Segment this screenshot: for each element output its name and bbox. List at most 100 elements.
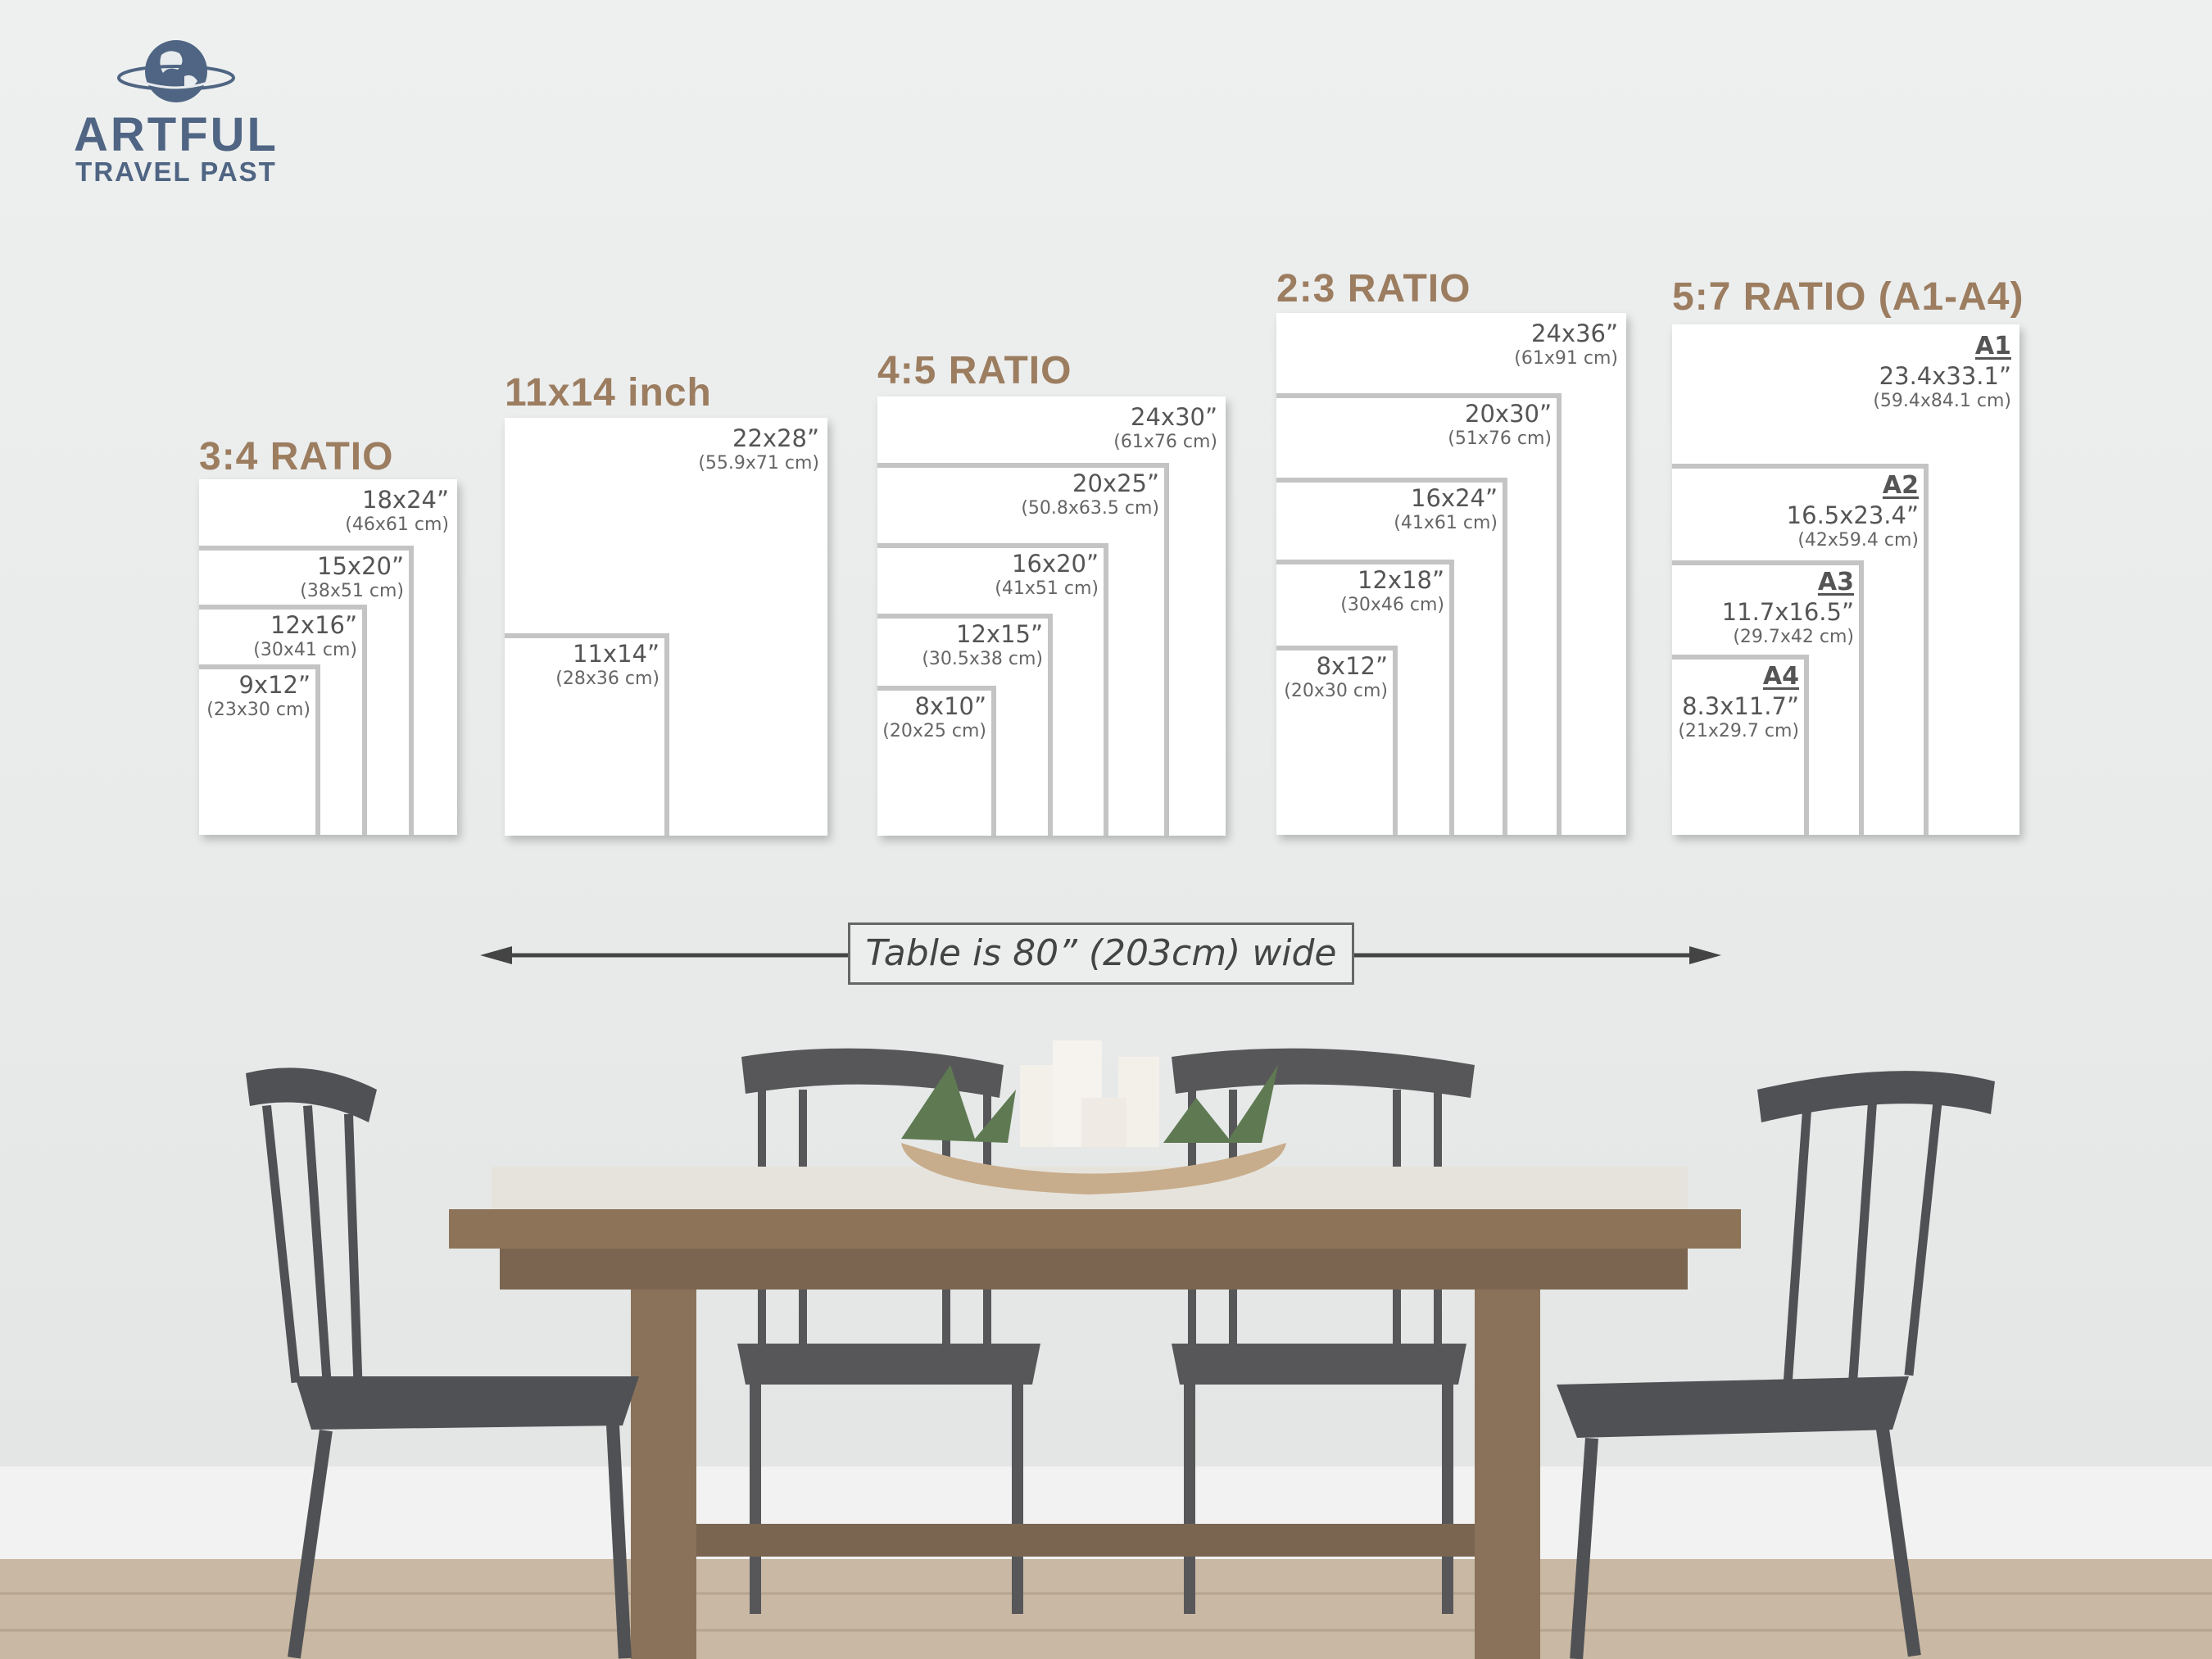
logo-line-1: ARTFUL <box>74 108 279 161</box>
size-label: 22x28” (55.9x71 cm) <box>698 424 819 475</box>
size-label: 15x20” (38x51 cm) <box>300 552 404 603</box>
size-cm: (61x91 cm) <box>1514 348 1618 369</box>
print-size-outline <box>877 463 1169 836</box>
chair-front-right <box>1557 1071 1995 1659</box>
size-inches: 22x28” <box>732 424 819 452</box>
logo-line-2: TRAVEL PAST <box>75 156 277 187</box>
print-size-outline <box>877 543 1108 836</box>
globe-icon <box>117 40 235 102</box>
size-label: 12x16” (30x41 cm) <box>253 611 357 662</box>
size-cm: (21x29.7 cm) <box>1678 721 1799 741</box>
size-label: 12x18” (30x46 cm) <box>1340 566 1444 617</box>
print-size-outline <box>1672 655 1809 835</box>
print-size-outline <box>877 686 996 836</box>
print-size-outline <box>1672 464 1929 835</box>
table-width-arrow <box>480 946 1721 964</box>
group-title: 3:4 RATIO <box>199 435 394 478</box>
size-inches: 12x18” <box>1358 566 1444 594</box>
size-label: 8x10” (20x25 cm) <box>882 692 986 743</box>
size-label: 24x36” (61x91 cm) <box>1514 320 1618 370</box>
size-label: 8x12” (20x30 cm) <box>1284 652 1388 703</box>
size-label: 11x14” (28x36 cm) <box>555 640 660 691</box>
dining-table <box>449 1167 1741 1659</box>
print-size-outline <box>1276 478 1507 835</box>
size-inches: 20x25” <box>1072 469 1159 497</box>
group-title: 2:3 RATIO <box>1276 267 1471 310</box>
size-cm: (29.7x42 cm) <box>1733 627 1854 647</box>
chair-front-left <box>246 1067 639 1659</box>
size-inches: 15x20” <box>317 552 404 580</box>
size-inches: 16.5x23.4” <box>1786 501 1919 529</box>
size-inches: 11.7x16.5” <box>1721 598 1854 626</box>
size-inches: 24x36” <box>1531 320 1618 347</box>
paper-size-name: A3 <box>1817 568 1854 596</box>
centerpiece <box>901 1040 1286 1194</box>
size-cm: (41x61 cm) <box>1394 513 1498 533</box>
paper-size-name: A4 <box>1762 662 1799 691</box>
print-size-panel: 22x28” (55.9x71 cm) 11x14” (28x36 cm) <box>505 418 827 836</box>
size-inches: 12x15” <box>956 620 1043 648</box>
size-cm: (51x76 cm) <box>1448 428 1552 449</box>
group-title: 5:7 RATIO (A1-A4) <box>1672 275 2024 319</box>
paper-size-name: A2 <box>1882 471 1919 500</box>
print-size-outline <box>505 633 669 836</box>
table-width-note: Table is 80” (203cm) wide <box>848 922 1354 985</box>
size-cm: (59.4x84.1 cm) <box>1873 391 2011 411</box>
print-size-panel: 24x36” (61x91 cm) 20x30” (51x76 cm) 16x24” (4… <box>1276 313 1626 835</box>
size-label: 12x15” (30.5x38 cm) <box>922 620 1043 671</box>
print-size-outline <box>1276 393 1562 835</box>
size-cm: (55.9x71 cm) <box>698 453 819 474</box>
size-cm: (46x61 cm) <box>345 514 449 535</box>
size-inches: 23.4x33.1” <box>1879 362 2011 390</box>
size-cm: (41x51 cm) <box>995 578 1099 599</box>
print-size-outline <box>199 605 367 835</box>
size-label: 18x24” (46x61 cm) <box>345 486 449 537</box>
print-size-outline <box>199 664 320 835</box>
print-size-panel: A1 23.4x33.1” (59.4x84.1 cm) A2 16.5x23.4” (4… <box>1672 324 2019 835</box>
size-cm: (30x46 cm) <box>1340 595 1444 615</box>
size-inches: 8x12” <box>1316 652 1388 680</box>
size-inches: 16x24” <box>1411 484 1498 512</box>
size-cm: (30x41 cm) <box>253 640 357 660</box>
group-title: 4:5 RATIO <box>877 349 1072 392</box>
size-label: 20x30” (51x76 cm) <box>1448 400 1552 451</box>
size-inches: 20x30” <box>1465 400 1552 428</box>
size-cm: (20x30 cm) <box>1284 681 1388 701</box>
size-label: A3 11.7x16.5” (29.7x42 cm) <box>1722 567 1854 649</box>
size-label: 16x24” (41x61 cm) <box>1394 484 1498 535</box>
size-label: 9x12” (23x30 cm) <box>206 671 310 722</box>
size-label: 16x20” (41x51 cm) <box>995 550 1099 601</box>
size-inches: 8.3x11.7” <box>1682 692 1799 720</box>
size-cm: (38x51 cm) <box>300 581 404 601</box>
size-inches: 9x12” <box>238 671 310 699</box>
size-inches: 11x14” <box>573 640 660 668</box>
size-label: A2 16.5x23.4” (42x59.4 cm) <box>1787 470 1919 552</box>
size-label: 20x25” (50.8x63.5 cm) <box>1021 469 1159 520</box>
print-size-panel: 18x24” (46x61 cm) 15x20” (38x51 cm) 12x16” (3… <box>199 479 457 835</box>
size-cm: (61x76 cm) <box>1113 432 1217 452</box>
print-size-panel: 24x30” (61x76 cm) 20x25” (50.8x63.5 cm) 16x2… <box>877 397 1226 836</box>
print-size-outline <box>1276 646 1398 835</box>
size-cm: (23x30 cm) <box>206 700 310 720</box>
wood-floor <box>0 1559 2212 1659</box>
size-cm: (30.5x38 cm) <box>922 649 1043 669</box>
size-cm: (20x25 cm) <box>882 721 986 741</box>
size-inches: 8x10” <box>914 692 986 720</box>
size-label: A1 23.4x33.1” (59.4x84.1 cm) <box>1873 331 2011 413</box>
size-cm: (42x59.4 cm) <box>1797 530 1919 551</box>
brand-logo: ARTFUL TRAVEL PAST <box>49 37 303 186</box>
size-inches: 24x30” <box>1131 403 1217 431</box>
size-inches: 18x24” <box>362 486 449 514</box>
paper-size-name: A1 <box>1974 332 2011 360</box>
print-size-outline <box>199 546 414 835</box>
size-cm: (50.8x63.5 cm) <box>1021 498 1159 519</box>
group-title: 11x14 inch <box>505 371 712 415</box>
print-size-outline <box>1276 560 1454 835</box>
size-inches: 16x20” <box>1012 550 1099 578</box>
size-cm: (28x36 cm) <box>555 669 660 689</box>
size-label: 24x30” (61x76 cm) <box>1113 403 1217 454</box>
size-inches: 12x16” <box>270 611 357 639</box>
print-size-outline <box>877 614 1053 836</box>
print-size-outline <box>1672 560 1864 835</box>
